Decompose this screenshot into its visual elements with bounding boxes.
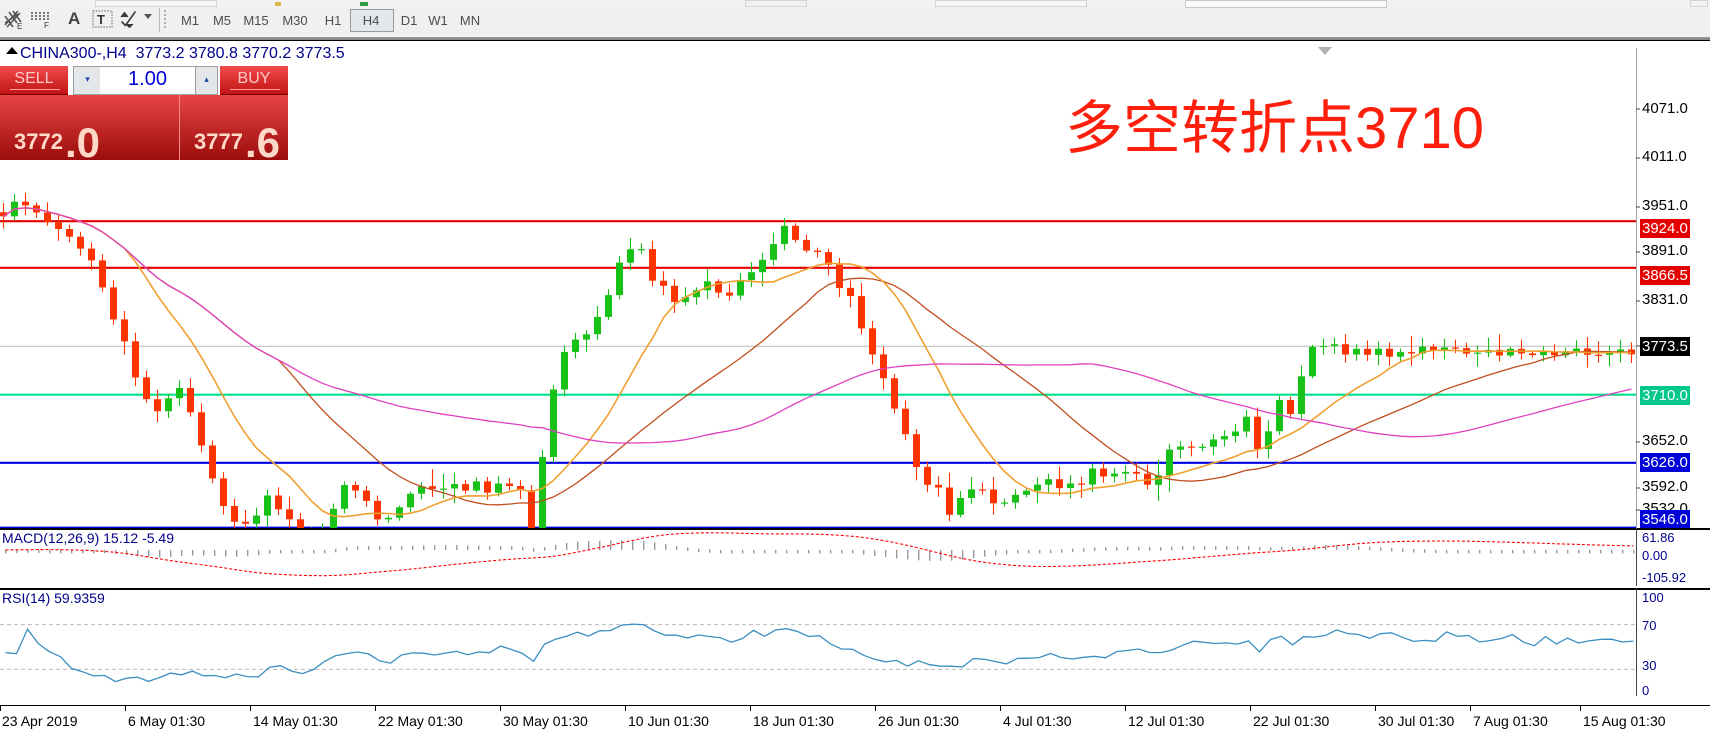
svg-text:F: F — [44, 21, 49, 30]
svg-text:T: T — [97, 12, 105, 27]
svg-text:E: E — [17, 22, 22, 30]
svg-text:多空转折点3710: 多空转折点3710 — [1065, 96, 1484, 161]
